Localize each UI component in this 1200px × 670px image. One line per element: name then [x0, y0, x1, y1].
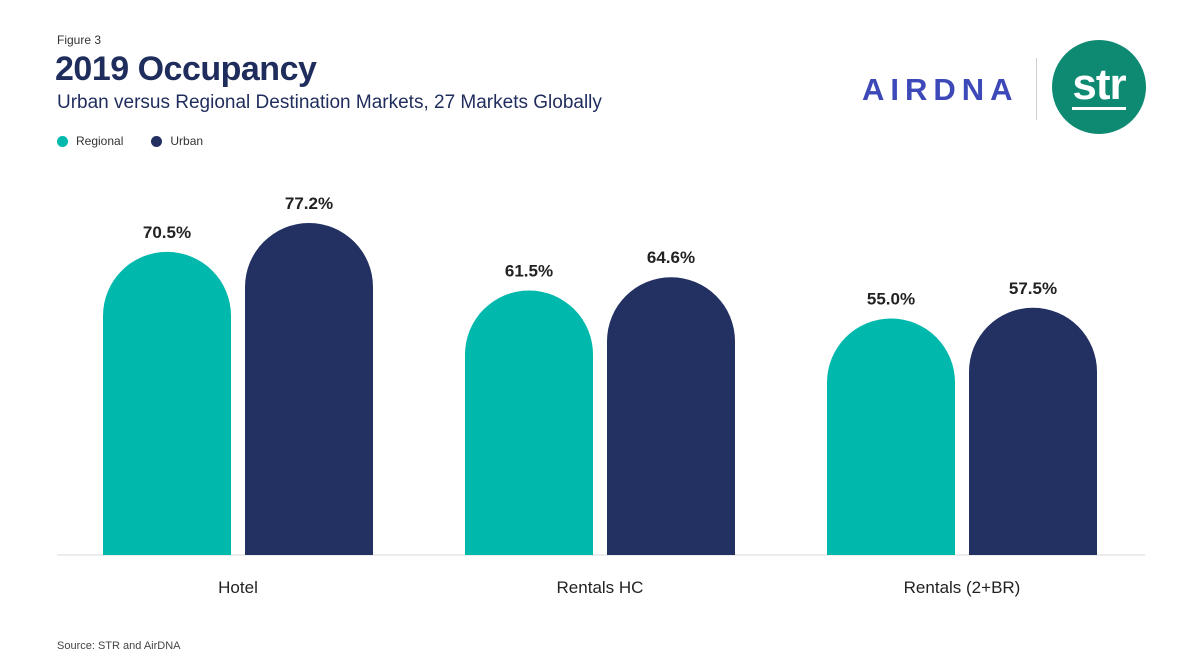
legend-swatch-urban: [151, 135, 163, 147]
bar-regional-1: [465, 290, 593, 555]
category-label-0: Hotel: [218, 578, 258, 597]
data-label-regional-0: 70.5%: [143, 223, 191, 242]
data-label-regional-2: 55.0%: [867, 290, 915, 309]
legend-item-urban: Urban: [151, 134, 203, 148]
legend-item-regional: Regional: [57, 134, 123, 148]
bar-urban-1: [607, 277, 735, 555]
data-label-urban-0: 77.2%: [285, 194, 333, 213]
bar-urban-2: [969, 307, 1097, 555]
data-label-regional-1: 61.5%: [505, 262, 553, 281]
bar-regional-2: [827, 318, 955, 555]
chart-subtitle: Urban versus Regional Destination Market…: [57, 92, 602, 113]
source-note: Source: STR and AirDNA: [57, 640, 181, 652]
airdna-logo: AIRDNA: [862, 72, 1019, 107]
category-label-2: Rentals (2+BR): [904, 578, 1021, 597]
bar-urban-0: [245, 223, 373, 555]
str-logo-text: str: [1072, 59, 1127, 110]
category-label-1: Rentals HC: [557, 578, 644, 597]
legend-label-regional: Regional: [76, 134, 124, 148]
legend: Regional Urban: [57, 134, 231, 148]
str-logo: str: [1052, 40, 1146, 134]
bar-regional-0: [103, 251, 231, 555]
logo-divider: [1036, 58, 1037, 120]
legend-swatch-regional: [57, 135, 68, 147]
figure-label: Figure 3: [57, 33, 102, 47]
legend-label-urban: Urban: [170, 134, 204, 148]
chart-title: 2019 Occupancy: [55, 50, 317, 88]
data-label-urban-1: 64.6%: [647, 248, 695, 267]
data-label-urban-2: 57.5%: [1009, 279, 1057, 298]
